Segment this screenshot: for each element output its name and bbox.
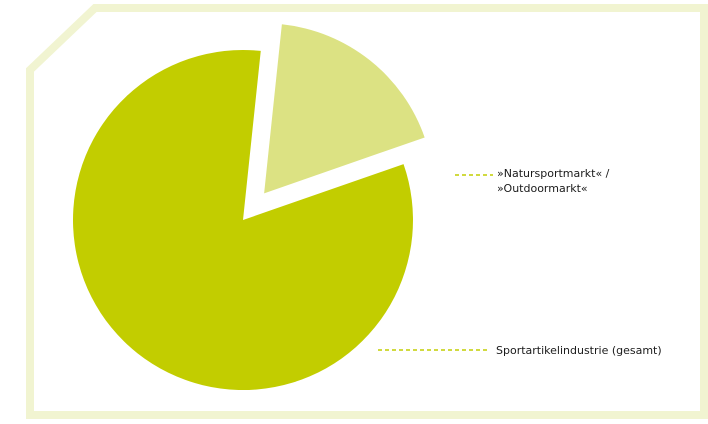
label-natursportmarkt-line: »Natursportmarkt« / — [497, 167, 610, 180]
label-sportartikelindustrie-line: Sportartikelindustrie (gesamt) — [496, 344, 662, 357]
slice-labels: »Natursportmarkt« / »Outdoormarkt« Sportar… — [496, 167, 662, 357]
leader-lines — [378, 174, 493, 351]
pie-slices — [72, 24, 425, 390]
label-natursportmarkt: »Natursportmarkt« / »Outdoormarkt« — [497, 167, 610, 195]
label-natursportmarkt-line: »Outdoormarkt« — [497, 182, 588, 195]
label-sportartikelindustrie: Sportartikelindustrie (gesamt) — [496, 344, 662, 357]
pie-slice-sportartikelindustrie — [72, 49, 413, 390]
chart-frame — [26, 3, 708, 419]
pie-slice-natursportmarkt — [264, 24, 425, 194]
